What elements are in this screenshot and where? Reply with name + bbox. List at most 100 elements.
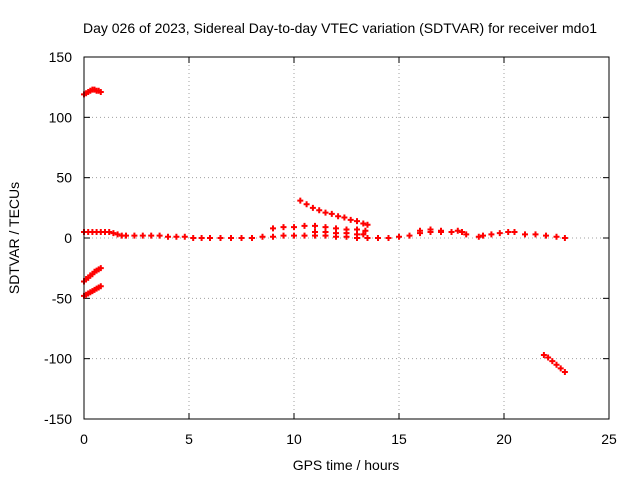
data-point bbox=[549, 358, 556, 365]
data-point bbox=[114, 231, 121, 238]
data-point bbox=[301, 222, 308, 229]
data-point bbox=[459, 228, 465, 235]
y-axis-title: SDTVAR / TECUs bbox=[6, 182, 22, 294]
data-point bbox=[297, 197, 304, 204]
data-point bbox=[217, 235, 224, 241]
data-point bbox=[291, 232, 297, 239]
data-point bbox=[97, 283, 104, 290]
data-point bbox=[511, 228, 518, 235]
data-point bbox=[97, 265, 104, 272]
data-points bbox=[81, 86, 568, 375]
y-tick-label: -150 bbox=[44, 411, 72, 427]
data-point bbox=[561, 368, 568, 375]
data-point bbox=[522, 231, 528, 238]
data-point bbox=[110, 230, 117, 237]
data-point bbox=[343, 230, 350, 237]
data-point bbox=[553, 233, 560, 240]
data-point bbox=[328, 210, 335, 217]
data-point bbox=[207, 235, 213, 241]
data-point bbox=[341, 214, 348, 221]
y-tick-label: 50 bbox=[56, 170, 72, 186]
data-point bbox=[249, 235, 255, 241]
y-tick-labels: -150 -100 -50 0 50 100 150 bbox=[44, 49, 72, 427]
series-arc-falling bbox=[297, 197, 371, 228]
data-point bbox=[309, 204, 316, 211]
data-point bbox=[360, 231, 367, 238]
x-tick-labels: 0 5 10 15 20 25 bbox=[80, 431, 617, 447]
x-tick-label: 10 bbox=[286, 431, 302, 447]
data-point bbox=[280, 224, 287, 231]
data-point bbox=[438, 227, 444, 234]
data-point bbox=[270, 225, 276, 232]
data-point bbox=[354, 218, 360, 225]
data-point bbox=[540, 352, 547, 359]
data-point bbox=[322, 209, 329, 216]
data-point bbox=[181, 233, 188, 240]
y-tick-label: -50 bbox=[52, 290, 72, 306]
data-point bbox=[333, 230, 339, 237]
data-point bbox=[557, 365, 564, 372]
series-arc-upper-band bbox=[270, 222, 369, 234]
data-point bbox=[303, 201, 310, 208]
data-point bbox=[406, 232, 413, 239]
series-arc-mid-band bbox=[312, 228, 367, 238]
data-point bbox=[312, 228, 318, 235]
x-tick-label: 5 bbox=[185, 431, 193, 447]
data-point bbox=[165, 233, 171, 240]
data-point bbox=[280, 232, 287, 239]
data-point bbox=[463, 231, 470, 238]
data-point bbox=[106, 228, 113, 235]
y-tick-label: 0 bbox=[64, 230, 72, 246]
y-tick-label: 100 bbox=[49, 109, 73, 125]
data-point bbox=[553, 361, 560, 368]
data-point bbox=[347, 216, 354, 223]
data-point bbox=[97, 88, 104, 95]
series-arc-bottom-right bbox=[540, 352, 568, 375]
data-point bbox=[543, 232, 549, 239]
data-point bbox=[148, 232, 155, 239]
data-point bbox=[375, 235, 381, 241]
y-tick-label: -100 bbox=[44, 351, 72, 367]
data-point bbox=[545, 354, 552, 361]
data-point bbox=[354, 231, 360, 238]
data-point bbox=[190, 235, 197, 241]
data-point bbox=[228, 235, 234, 241]
data-point bbox=[505, 228, 512, 235]
data-point bbox=[480, 232, 486, 239]
data-point bbox=[396, 233, 402, 240]
data-point bbox=[139, 232, 146, 239]
data-point bbox=[291, 224, 297, 231]
series-arc-right-2 bbox=[475, 228, 568, 241]
data-point bbox=[131, 232, 138, 239]
data-point bbox=[270, 233, 276, 240]
chart-title: Day 026 of 2023, Sidereal Day-to-day VTE… bbox=[83, 20, 597, 36]
y-tick-label: 150 bbox=[49, 49, 73, 65]
data-point bbox=[312, 222, 318, 229]
data-point bbox=[561, 235, 568, 241]
series-arc-baseline-left bbox=[81, 228, 213, 241]
plot-frame bbox=[83, 56, 610, 420]
data-point bbox=[488, 231, 495, 238]
data-point bbox=[238, 235, 245, 241]
data-point bbox=[448, 228, 455, 235]
x-axis-title: GPS time / hours bbox=[293, 457, 400, 473]
data-point bbox=[364, 221, 371, 228]
data-point bbox=[364, 235, 371, 241]
data-point bbox=[301, 232, 308, 239]
data-point bbox=[532, 231, 539, 238]
data-point bbox=[173, 233, 180, 240]
data-point bbox=[259, 233, 266, 240]
x-tick-label: 15 bbox=[391, 431, 407, 447]
data-point bbox=[385, 235, 392, 241]
data-point bbox=[198, 235, 205, 241]
data-point bbox=[454, 227, 461, 234]
data-point bbox=[360, 220, 367, 227]
data-point bbox=[475, 233, 482, 240]
data-point bbox=[496, 230, 503, 237]
data-point bbox=[417, 227, 423, 234]
series-arc-right bbox=[417, 226, 470, 238]
data-point bbox=[427, 226, 434, 233]
